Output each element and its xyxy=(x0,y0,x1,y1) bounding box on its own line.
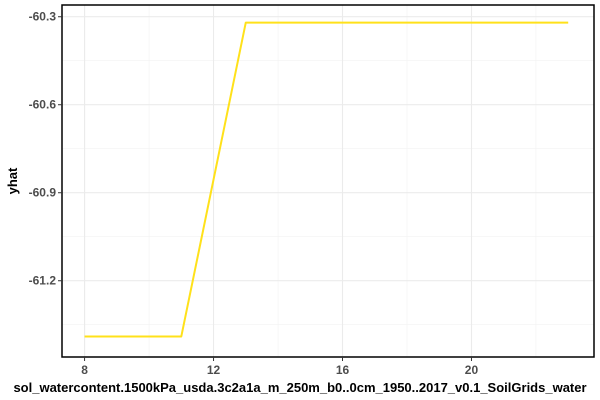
x-axis-title: sol_watercontent.1500kPa_usda.3c2a1a_m_2… xyxy=(13,380,586,395)
series-layer xyxy=(84,21,569,338)
plot-panel-background xyxy=(62,5,594,357)
y-tick-label: -60.3 xyxy=(29,10,57,24)
y-axis-title: yhat xyxy=(5,167,20,194)
x-tick-label: 16 xyxy=(336,363,350,377)
tick-layer: 8 12 16 20 -61.2 -60.9 -60.6 -60.3 xyxy=(29,10,479,377)
plot-panel-border xyxy=(61,4,595,358)
y-tick-label: -61.2 xyxy=(29,274,57,288)
grid-layer xyxy=(62,5,594,357)
x-tick-label: 20 xyxy=(465,363,479,377)
y-tick-label: -60.6 xyxy=(29,98,57,112)
series-line xyxy=(84,21,569,338)
x-tick-label: 8 xyxy=(81,363,88,377)
y-tick-label: -60.9 xyxy=(29,186,57,200)
x-tick-label: 12 xyxy=(207,363,221,377)
